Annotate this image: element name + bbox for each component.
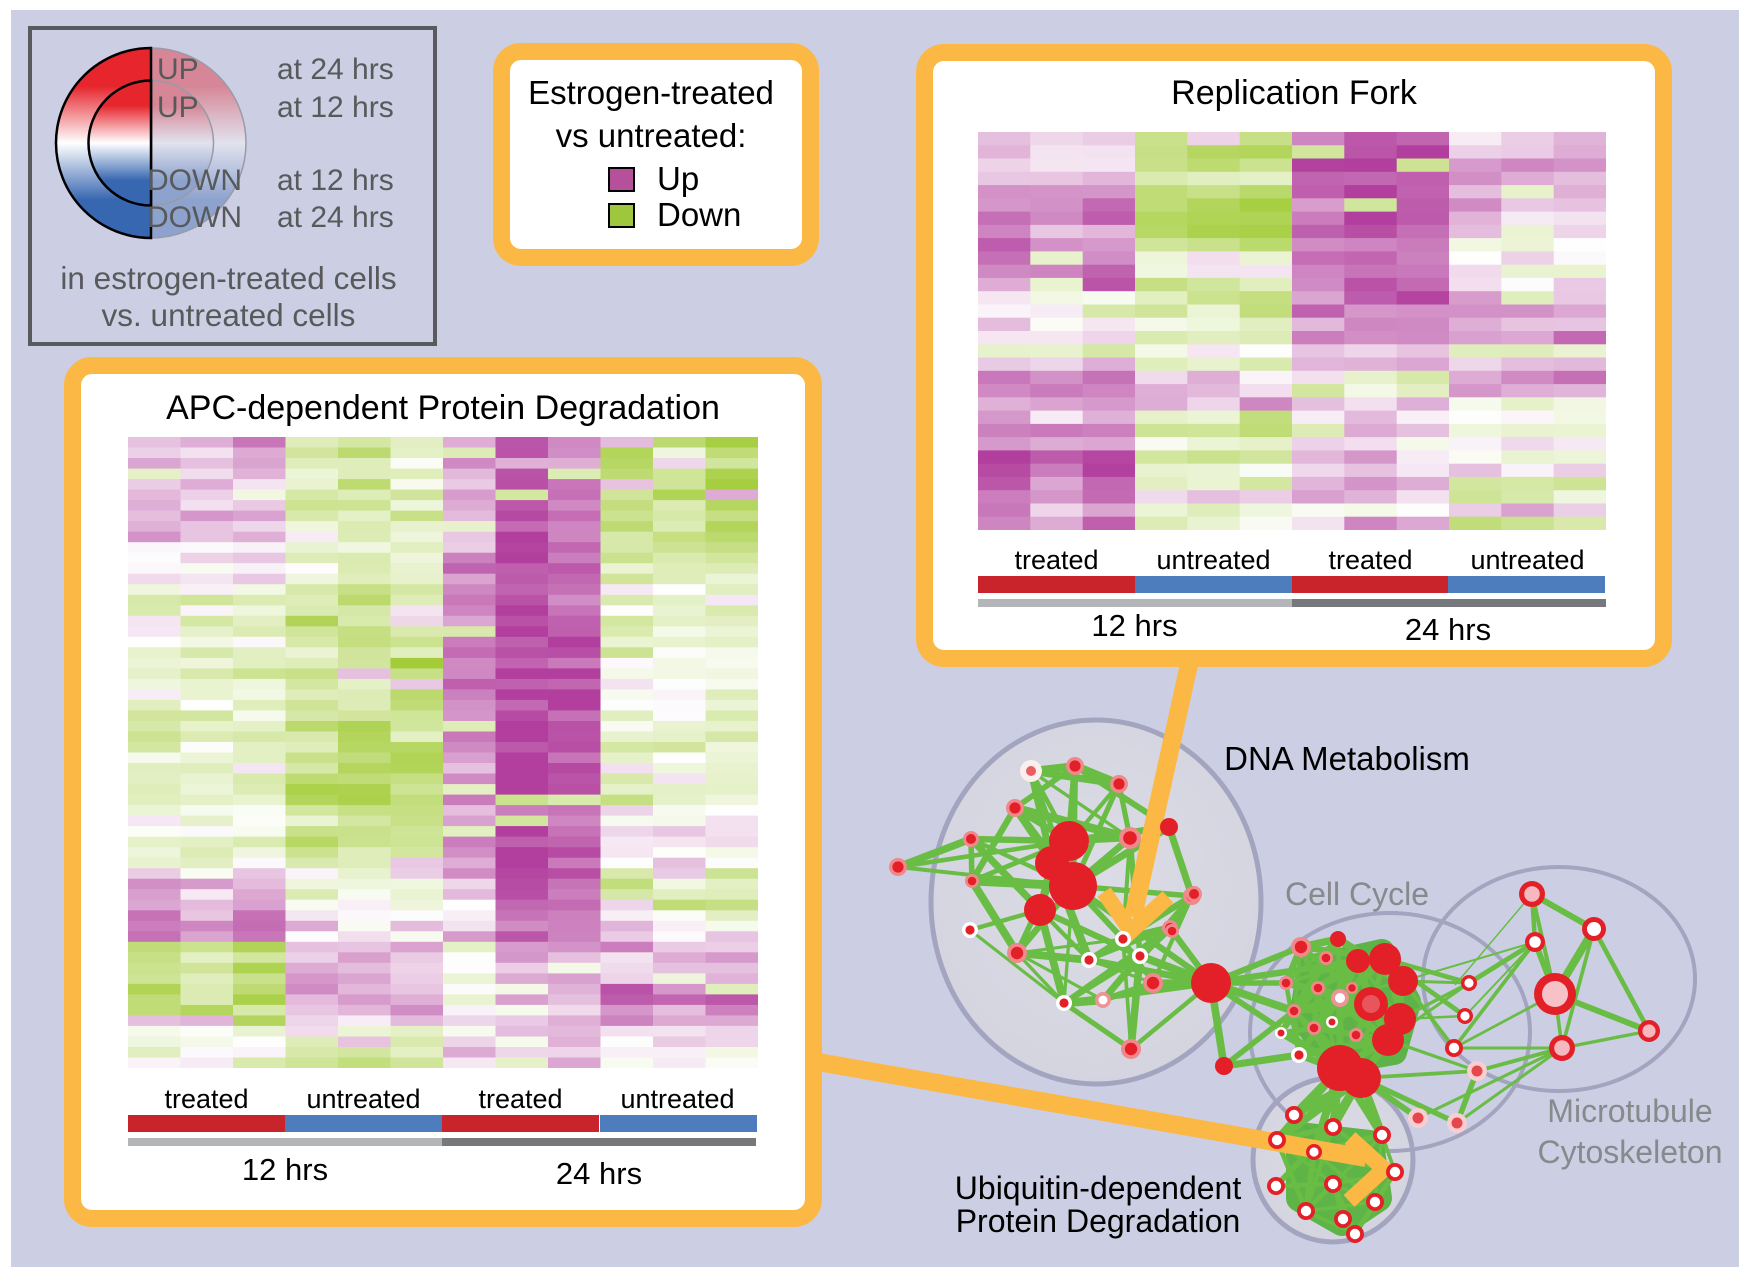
svg-text:DNA Metabolism: DNA Metabolism [1224, 740, 1470, 777]
svg-text:Cell Cycle: Cell Cycle [1285, 876, 1429, 912]
svg-text:Ubiquitin-dependent: Ubiquitin-dependent [955, 1170, 1242, 1206]
svg-text:Protein Degradation: Protein Degradation [956, 1203, 1241, 1239]
svg-text:Microtubule: Microtubule [1547, 1093, 1712, 1129]
svg-text:Cytoskeleton: Cytoskeleton [1538, 1134, 1723, 1170]
